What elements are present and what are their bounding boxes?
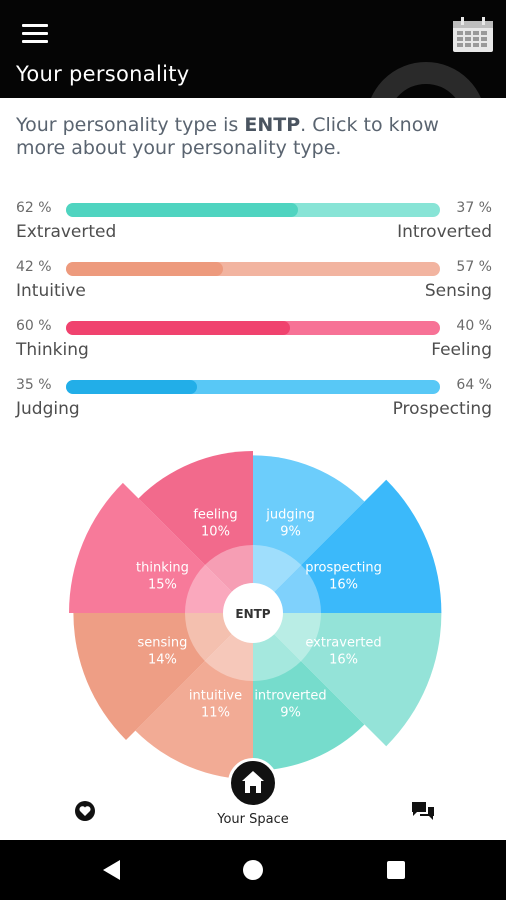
wheel-labels: judging 9% prospecting 16% extraverted 16% int… (136, 507, 382, 720)
trait-thinking-feeling: 60 % 40 % Thinking Feeling (16, 318, 492, 368)
wheel-segment-thinking[interactable] (69, 482, 253, 613)
right-percent: 57 % (456, 259, 492, 275)
trait-extraverted-introverted: 62 % 37 % Extraverted Introverted (16, 200, 492, 250)
wheel-label-feeling: feeling (193, 507, 237, 522)
left-label: Thinking (16, 340, 89, 360)
chat-bubbles-icon[interactable] (410, 800, 436, 822)
wheel-segment-intuitive[interactable] (135, 613, 253, 780)
heart-badge-icon[interactable] (74, 800, 96, 822)
header-decoration (366, 62, 486, 98)
wheel-label-sensing: sensing (138, 636, 188, 651)
trait-bar-fill (66, 262, 224, 276)
trait-bar (66, 321, 440, 335)
right-label: Introverted (397, 222, 492, 242)
app-header: Your personality (0, 0, 506, 98)
hamburger-menu-icon[interactable] (22, 24, 48, 46)
wheel-label-prospecting: prospecting (305, 560, 382, 575)
right-percent: 40 % (456, 318, 492, 334)
trait-bar-fill (66, 203, 298, 217)
right-label: Sensing (424, 281, 492, 301)
wheel-percent-prospecting: 16% (329, 577, 358, 592)
wheel-center[interactable] (223, 583, 283, 643)
wheel-label-extraverted: extraverted (305, 636, 381, 651)
trait-bar-fill (66, 321, 291, 335)
personality-type: ENTP (244, 114, 301, 136)
left-label: Extraverted (16, 222, 117, 242)
wheel-segment-prospecting[interactable] (253, 479, 442, 613)
wheel-segments (69, 451, 442, 780)
trait-bar (66, 380, 440, 394)
system-navigation-bar (0, 840, 506, 900)
recents-square-icon[interactable] (387, 861, 405, 879)
intro-prefix: Your personality type is (16, 114, 245, 136)
wheel-segment-sensing[interactable] (73, 613, 253, 740)
trait-judging-prospecting: 35 % 64 % Judging Prospecting (16, 377, 492, 427)
left-label: Judging (16, 399, 80, 419)
intro-suffix: . Click to know more about your personal… (16, 114, 439, 159)
left-percent: 35 % (16, 377, 52, 393)
personality-type-link[interactable]: Your personality type is ENTP. Click to … (16, 114, 486, 160)
left-label: Intuitive (16, 281, 86, 301)
right-percent: 37 % (456, 200, 492, 216)
home-glyph (242, 771, 264, 793)
left-percent: 62 % (16, 200, 52, 216)
wheel-segment-extraverted[interactable] (253, 613, 442, 747)
personality-wheel: ENTP judging 9% prospecting 16% extraverted 1… (69, 451, 442, 780)
wheel-label-judging: judging (265, 507, 314, 522)
left-percent: 60 % (16, 318, 52, 334)
wheel-percent-thinking: 15% (148, 577, 177, 592)
wheel-label-intuitive: intuitive (189, 689, 242, 704)
wheel-percent-introverted: 9% (280, 706, 301, 721)
back-triangle-icon[interactable] (100, 858, 124, 882)
right-label: Prospecting (392, 399, 492, 419)
calendar-icon[interactable] (452, 17, 494, 53)
wheel-segment-introverted[interactable] (253, 613, 365, 771)
wheel-label-introverted: introverted (254, 689, 326, 704)
trait-bar (66, 262, 440, 276)
bottom-navigation: Your Space (0, 758, 506, 840)
wheel-percent-extraverted: 16% (329, 653, 358, 668)
wheel-percent-sensing: 14% (148, 653, 177, 668)
wheel-segment-judging[interactable] (253, 455, 365, 613)
page-title: Your personality (16, 62, 190, 86)
wheel-center-label: ENTP (235, 607, 270, 621)
home-circle-icon[interactable] (243, 860, 263, 880)
wheel-percent-judging: 9% (280, 524, 301, 539)
wheel-segment-feeling[interactable] (138, 451, 253, 613)
trait-bar-fill (66, 380, 197, 394)
wheel-label-thinking: thinking (136, 560, 189, 575)
trait-intuitive-sensing: 42 % 57 % Intuitive Sensing (16, 259, 492, 309)
home-icon[interactable] (228, 758, 278, 808)
wheel-percent-intuitive: 11% (201, 706, 230, 721)
wheel-percent-feeling: 10% (201, 524, 230, 539)
right-label: Feeling (431, 340, 492, 360)
trait-bar (66, 203, 440, 217)
right-percent: 64 % (456, 377, 492, 393)
left-percent: 42 % (16, 259, 52, 275)
home-label[interactable]: Your Space (217, 812, 289, 827)
